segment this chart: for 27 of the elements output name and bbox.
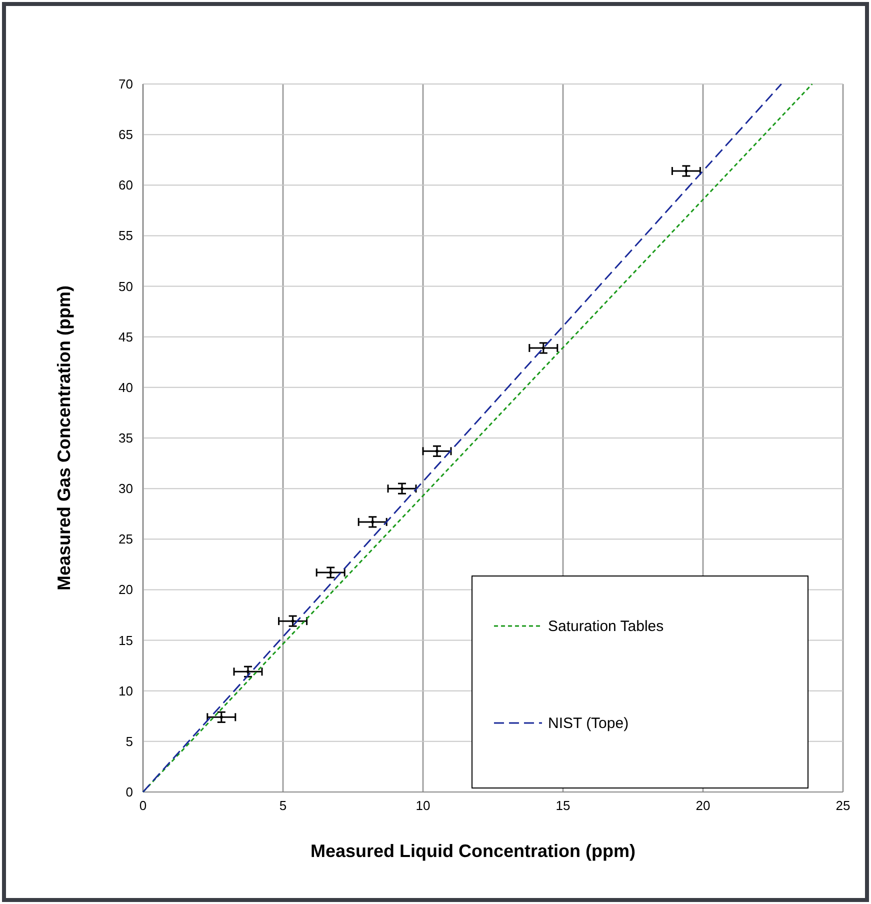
- y-tick-label: 30: [118, 481, 133, 496]
- y-tick-label: 0: [126, 784, 133, 800]
- y-tick-label: 65: [118, 127, 133, 142]
- y-tick-label: 35: [118, 430, 133, 446]
- y-tick-label: 20: [118, 582, 133, 598]
- y-tick-label: 70: [118, 76, 133, 92]
- x-axis-title: Measured Liquid Concentration (ppm): [310, 841, 636, 861]
- x-tick-label: 15: [556, 798, 570, 813]
- x-tick-label: 10: [416, 798, 430, 813]
- point: [684, 169, 688, 172]
- y-tick-label: 5: [126, 734, 133, 749]
- legend-label: NIST (Tope): [548, 715, 629, 732]
- y-tick-label: 10: [118, 683, 133, 698]
- y-tick-label: 40: [118, 380, 133, 395]
- x-tick-label: 0: [139, 798, 147, 813]
- x-tick-label: 20: [696, 798, 710, 813]
- point: [291, 620, 294, 623]
- y-tick-label: 45: [118, 329, 133, 344]
- y-axis-title: Measured Gas Concentration (ppm): [54, 285, 74, 591]
- legend-label: Saturation Tables: [548, 618, 664, 635]
- x-tick-label: 25: [836, 798, 850, 813]
- y-tick-label: 25: [118, 532, 133, 547]
- y-tick-label: 50: [118, 278, 133, 294]
- y-tick-label: 55: [118, 228, 133, 244]
- x-tick-label: 5: [279, 798, 287, 813]
- y-tick-label: 15: [118, 632, 133, 648]
- y-tick-label: 60: [118, 178, 133, 193]
